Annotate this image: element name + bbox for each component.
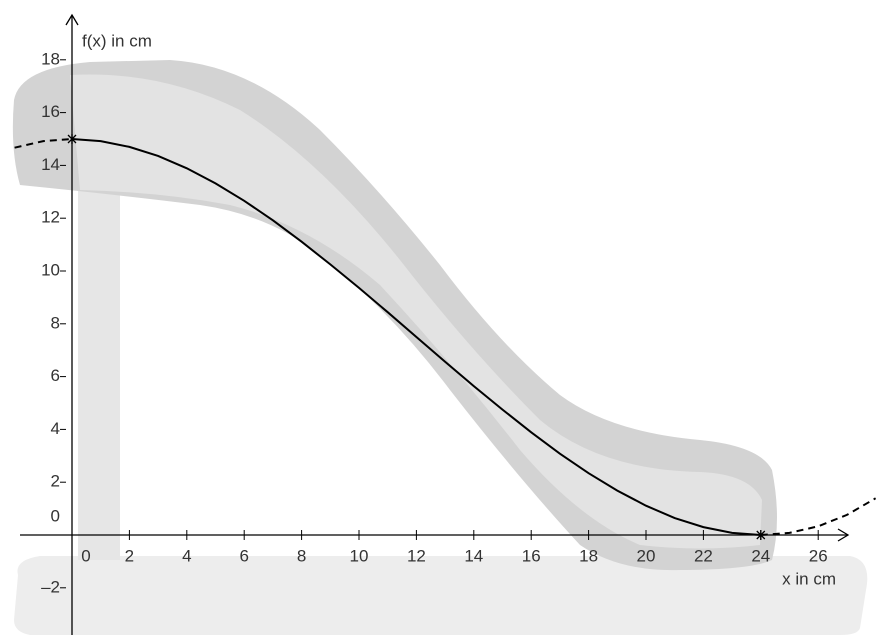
x-axis-arrow <box>837 528 850 542</box>
x-tick-label: 12 <box>407 546 426 565</box>
x-tick-label: 2 <box>125 546 134 565</box>
y-axis-arrow <box>65 13 79 26</box>
x-tick-label: 16 <box>522 546 541 565</box>
y-tick-label: 12 <box>41 208 60 227</box>
y-tick-label: 10 <box>41 260 60 279</box>
x-axis-label: x in cm <box>782 569 836 588</box>
curve <box>71 138 761 536</box>
support-pillar <box>78 190 120 560</box>
curve <box>14 138 877 536</box>
x-tick-label: 18 <box>579 546 598 565</box>
x-tick-label: 26 <box>809 546 828 565</box>
x-tick-label: 0 <box>81 546 90 565</box>
y-tick-label: 8 <box>51 313 60 332</box>
x-tick-label: 4 <box>182 546 191 565</box>
x-tick-label: 10 <box>350 546 369 565</box>
x-tick-label: 20 <box>637 546 656 565</box>
y-axis-label: f(x) in cm <box>82 31 152 50</box>
y-tick-label: 6 <box>51 366 60 385</box>
y-tick-label: 16 <box>41 102 60 121</box>
y-tick-label: 18 <box>41 49 60 68</box>
x-tick-label: 24 <box>751 546 770 565</box>
y-tick-label: 0 <box>51 506 60 525</box>
slide-photo <box>12 60 868 635</box>
base-plate <box>14 556 868 635</box>
y-tick-label: 2 <box>51 472 60 491</box>
y-tick-label: 14 <box>41 155 60 174</box>
y-tick-label: 4 <box>51 419 60 438</box>
x-tick-label: 22 <box>694 546 713 565</box>
y-tick-label: –2 <box>41 577 60 596</box>
x-tick-label: 8 <box>297 546 306 565</box>
x-tick-label: 14 <box>464 546 483 565</box>
x-tick-label: 6 <box>239 546 248 565</box>
slide-inner <box>70 74 762 549</box>
